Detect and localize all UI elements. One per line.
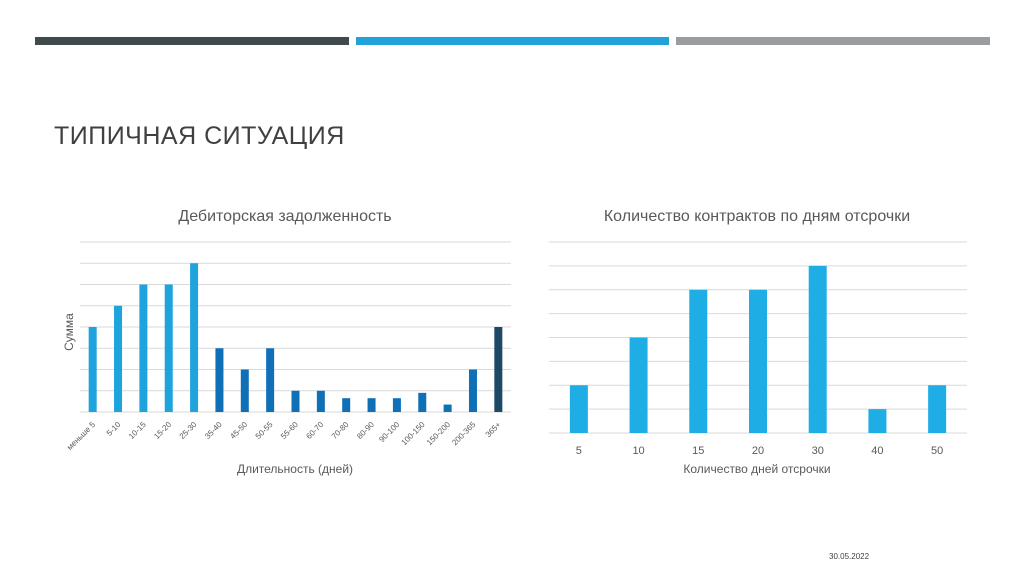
- receivables-bar: [342, 398, 351, 412]
- top-bar-blue: [356, 37, 669, 45]
- receivables-bar: [164, 284, 173, 412]
- receivables-bar: [139, 284, 148, 412]
- receivables-tick-label: 90-100: [377, 420, 401, 444]
- top-bar-grey: [676, 37, 990, 45]
- receivables-tick-label: 50-55: [254, 420, 275, 441]
- receivables-tick-label: 5-10: [105, 420, 123, 438]
- receivables-x-axis-label: Длительность (дней): [237, 462, 353, 476]
- contracts-bar: [749, 289, 767, 433]
- receivables-tick-label: 10-15: [127, 420, 148, 441]
- receivables-bar: [215, 348, 224, 412]
- receivables-tick-label: 100-150: [400, 420, 428, 448]
- receivables-tick-label: 35-40: [203, 420, 224, 441]
- contracts-bar: [689, 289, 708, 433]
- receivables-bar: [494, 327, 503, 412]
- contracts-bar: [868, 409, 887, 433]
- receivables-bar: [114, 305, 123, 412]
- contracts-tick-label: 30: [812, 445, 824, 457]
- receivables-bar: [88, 327, 97, 412]
- receivables-chart-title: Дебиторская задолженность: [178, 208, 392, 225]
- receivables-tick-label: 70-80: [330, 420, 351, 441]
- receivables-bar: [367, 398, 376, 412]
- receivables-bar: [468, 369, 477, 412]
- receivables-bar: [392, 398, 401, 412]
- receivables-tick-label: 60-70: [304, 420, 325, 441]
- contracts-bar: [928, 385, 947, 433]
- receivables-tick-label: 80-90: [355, 420, 376, 441]
- contracts-bar: [808, 265, 827, 433]
- contracts-bar: [569, 385, 588, 433]
- contracts-tick-label: 10: [632, 445, 644, 457]
- receivables-bar: [240, 369, 249, 412]
- receivables-bar: [443, 404, 452, 412]
- contracts-tick-label: 20: [752, 445, 764, 457]
- receivables-tick-label: 15-20: [152, 420, 173, 441]
- receivables-tick-label: 45-50: [228, 420, 249, 441]
- contracts-x-axis-label: Количество дней отсрочки: [683, 462, 830, 476]
- slide-date: 30.05.2022: [829, 552, 870, 561]
- receivables-bar: [316, 390, 325, 412]
- receivables-tick-label: 150-200: [425, 420, 453, 448]
- receivables-tick-label: 25-30: [178, 420, 199, 441]
- receivables-tick-label: 365+: [484, 420, 503, 439]
- receivables-bar: [418, 392, 427, 412]
- contracts-bar: [629, 337, 648, 433]
- receivables-y-axis-label: Сумма: [62, 313, 76, 351]
- receivables-bar: [266, 348, 275, 412]
- contracts-tick-label: 5: [576, 445, 582, 457]
- contracts-tick-label: 40: [871, 445, 883, 457]
- slide-title: ТИПИЧНАЯ СИТУАЦИЯ: [54, 122, 345, 150]
- contracts-tick-label: 50: [931, 445, 943, 457]
- top-bar-dark: [35, 37, 349, 45]
- contracts-chart-title: Количество контрактов по дням отсрочки: [603, 208, 911, 225]
- receivables-tick-label: 200-365: [450, 420, 478, 448]
- receivables-bar: [291, 390, 300, 412]
- receivables-tick-label: 55-60: [279, 420, 300, 441]
- contracts-tick-label: 15: [692, 445, 704, 457]
- receivables-bar: [190, 263, 199, 412]
- receivables-tick-label: меньше 5: [65, 420, 97, 452]
